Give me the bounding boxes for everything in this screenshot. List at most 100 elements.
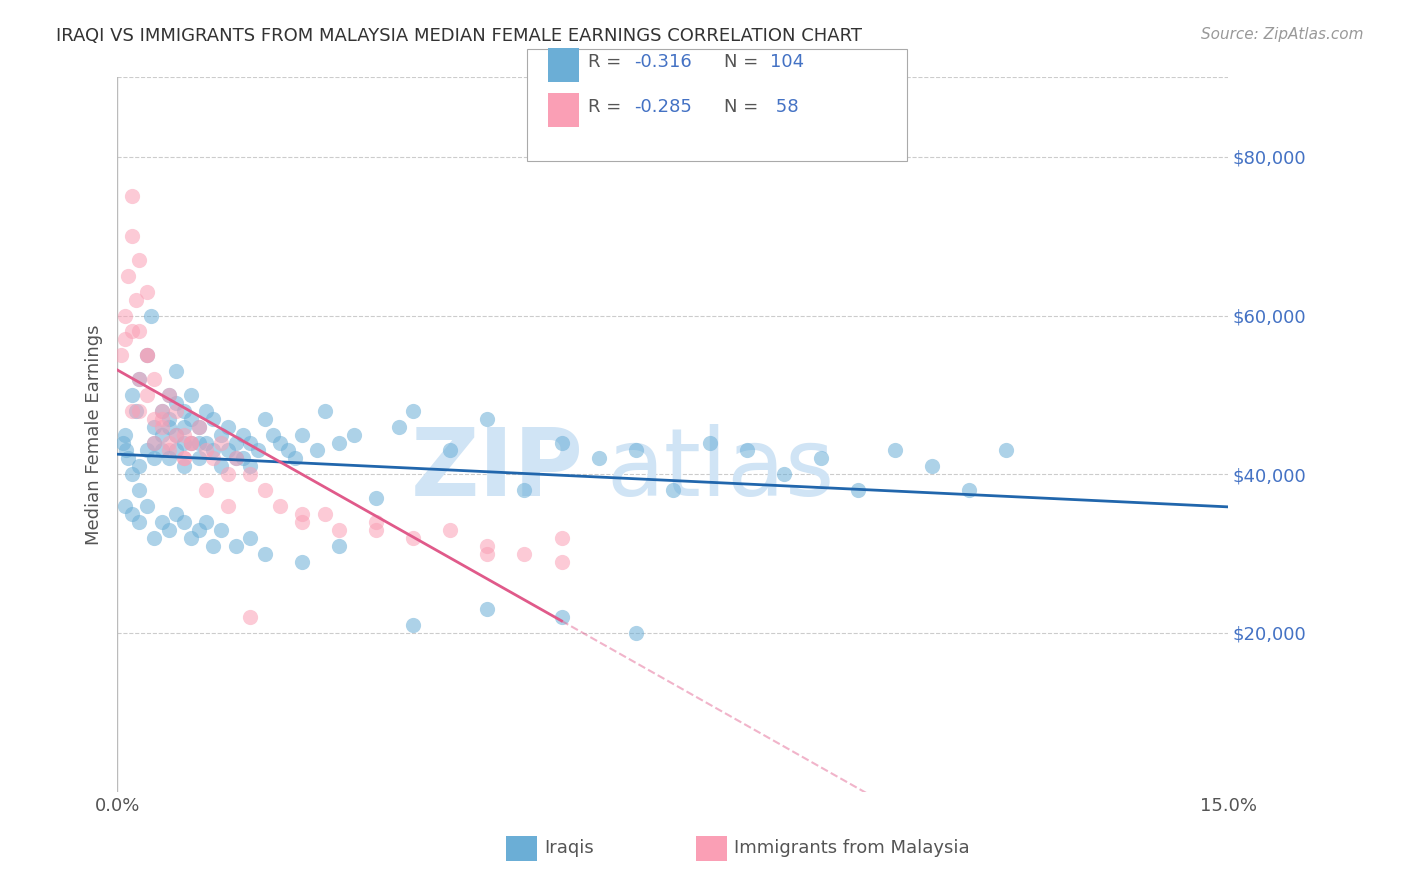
Point xyxy=(165,443,187,458)
Point xyxy=(439,523,461,537)
Point xyxy=(139,309,162,323)
Point xyxy=(994,443,1017,458)
Point xyxy=(150,411,173,425)
Point xyxy=(513,547,536,561)
Point xyxy=(125,293,148,307)
Point xyxy=(314,507,336,521)
Point xyxy=(128,483,150,497)
Point xyxy=(810,451,832,466)
Point xyxy=(921,459,943,474)
Point xyxy=(125,403,148,417)
Point xyxy=(150,403,173,417)
Point xyxy=(209,427,232,442)
Point xyxy=(225,451,247,466)
Point xyxy=(143,411,166,425)
Point xyxy=(225,435,247,450)
Point xyxy=(239,459,262,474)
Point xyxy=(217,443,239,458)
Point xyxy=(135,443,157,458)
Point xyxy=(173,419,195,434)
Point xyxy=(239,531,262,545)
Point xyxy=(550,435,572,450)
Point xyxy=(402,403,425,417)
Point xyxy=(846,483,869,497)
Point xyxy=(232,427,254,442)
Point xyxy=(187,435,209,450)
Point xyxy=(187,419,209,434)
Point xyxy=(328,539,350,553)
Point xyxy=(217,419,239,434)
Point xyxy=(187,523,209,537)
Point xyxy=(217,467,239,482)
Point xyxy=(157,388,180,402)
Point xyxy=(165,427,187,442)
Point xyxy=(128,372,150,386)
Point xyxy=(291,507,314,521)
Text: N =: N = xyxy=(724,54,763,71)
Point xyxy=(114,332,136,346)
Point xyxy=(115,443,138,458)
Point xyxy=(388,419,411,434)
Point xyxy=(173,427,195,442)
Text: 58: 58 xyxy=(770,98,799,116)
Point xyxy=(112,435,135,450)
Point xyxy=(195,403,218,417)
Point xyxy=(135,348,157,362)
Point xyxy=(121,403,143,417)
Point xyxy=(173,451,195,466)
Point xyxy=(366,515,388,529)
Point xyxy=(269,435,291,450)
Point xyxy=(772,467,794,482)
Point xyxy=(157,523,180,537)
Point xyxy=(128,252,150,267)
Point xyxy=(117,451,139,466)
Point xyxy=(135,348,157,362)
Point xyxy=(121,467,143,482)
Point xyxy=(624,443,647,458)
Point xyxy=(246,443,269,458)
Point xyxy=(180,435,202,450)
Point xyxy=(143,451,166,466)
Point xyxy=(157,419,180,434)
Point xyxy=(150,515,173,529)
Point xyxy=(114,499,136,513)
Point xyxy=(157,451,180,466)
Point xyxy=(366,523,388,537)
Point xyxy=(135,388,157,402)
Text: Iraqis: Iraqis xyxy=(544,839,593,857)
Point xyxy=(180,531,202,545)
Point xyxy=(187,451,209,466)
Point xyxy=(195,435,218,450)
Point xyxy=(232,451,254,466)
Point xyxy=(291,515,314,529)
Point xyxy=(128,459,150,474)
Point xyxy=(157,411,180,425)
Point xyxy=(239,610,262,624)
Point xyxy=(165,507,187,521)
Point xyxy=(143,435,166,450)
Point xyxy=(239,435,262,450)
Point xyxy=(209,435,232,450)
Text: -0.285: -0.285 xyxy=(634,98,692,116)
Text: atlas: atlas xyxy=(606,425,834,516)
Point xyxy=(284,451,307,466)
Point xyxy=(150,419,173,434)
Point xyxy=(128,403,150,417)
Point xyxy=(307,443,329,458)
Point xyxy=(735,443,758,458)
Point xyxy=(128,325,150,339)
Point xyxy=(254,411,277,425)
Point xyxy=(254,547,277,561)
Point xyxy=(477,539,499,553)
Point xyxy=(225,539,247,553)
Point xyxy=(202,539,225,553)
Point xyxy=(187,419,209,434)
Text: R =: R = xyxy=(588,98,627,116)
Y-axis label: Median Female Earnings: Median Female Earnings xyxy=(86,325,103,545)
Text: N =: N = xyxy=(724,98,763,116)
Point xyxy=(439,443,461,458)
Point xyxy=(343,427,366,442)
Point xyxy=(699,435,721,450)
Point xyxy=(157,388,180,402)
Point xyxy=(135,285,157,299)
